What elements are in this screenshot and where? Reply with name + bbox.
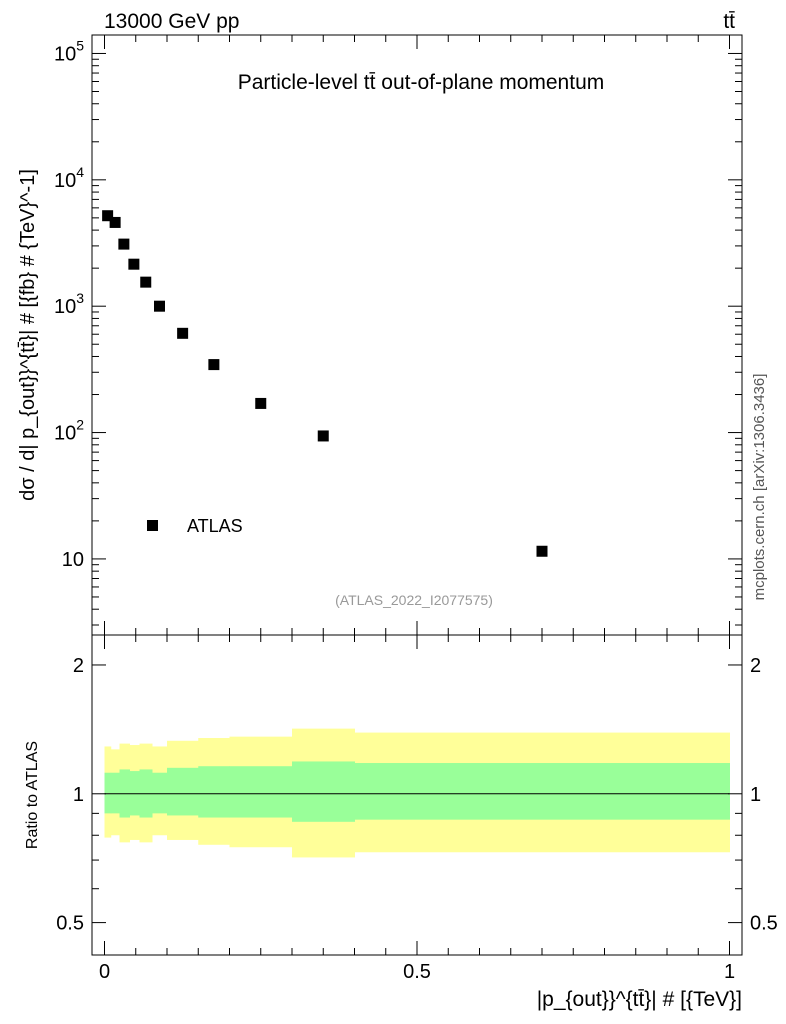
ratio-x-ticks: 0 0.5 1: [99, 635, 735, 983]
ratio-y-ticks: 0.5 0.5 1 1 2 2: [56, 655, 778, 935]
main-y-tick-label: 105: [54, 37, 84, 65]
ratio-y-tick-label-right: 2: [750, 655, 761, 677]
ratio-band-inner: [229, 766, 293, 818]
ratio-band-inner: [104, 772, 112, 814]
ratio-band-inner: [292, 761, 355, 822]
ratio-band-inner: [354, 763, 730, 820]
x-tick-label: 0: [99, 961, 110, 983]
ratio-y-tick-label-right: 1: [750, 784, 761, 806]
watermark: (ATLAS_2022_I2077575): [335, 592, 493, 608]
data-point: [102, 210, 114, 222]
x-axis-label: |p_{out}}^{tt̄}| # [{TeV}]: [537, 988, 742, 1011]
ratio-y-axis-label: Ratio to ATLAS: [24, 741, 41, 849]
main-frame: [91, 34, 743, 636]
main-y-tick-label: 104: [54, 164, 84, 192]
data-points: [102, 210, 548, 557]
data-point: [128, 258, 140, 270]
data-point: [118, 238, 130, 250]
ratio-panel: 0.5 0.51 12 2 0 0.5 1 Ratio to ATLAS |p_{out}…: [24, 634, 778, 1011]
ratio-band-inner: [110, 772, 120, 814]
main-y-tick-label: 10: [62, 549, 84, 571]
legend-label-atlas: ATLAS: [187, 516, 243, 536]
data-point: [317, 430, 329, 442]
data-point: [177, 327, 189, 339]
ratio-y-tick-label: 0.5: [56, 913, 84, 935]
data-point: [255, 397, 267, 409]
ratio-bands: [104, 728, 730, 858]
ratio-band-inner: [152, 772, 168, 814]
data-point: [154, 300, 165, 312]
x-tick-label: 0.5: [403, 961, 431, 983]
main-title: Particle-level tt̄ out-of-plane momentum: [238, 71, 605, 94]
ratio-band-inner: [129, 771, 140, 816]
x-tick-label: 1: [724, 961, 735, 983]
main-y-tick-label: 103: [54, 290, 84, 318]
data-point: [208, 359, 220, 371]
main-panel: 10 102 103 104 105 Particle-level tt̄ out-of…: [17, 34, 743, 636]
header-right: tt̄: [723, 10, 735, 33]
ratio-y-tick-label: 1: [73, 784, 84, 806]
main-y-axis-label: dσ / d| p_{out}}^{tt̄}| # [{fb} # {TeV}^…: [17, 169, 39, 501]
data-point: [536, 545, 548, 557]
ratio-y-tick-label-right: 0.5: [750, 913, 778, 935]
data-point: [140, 276, 152, 288]
side-label: mcplots.cern.ch [arXiv:1306.3436]: [751, 374, 768, 601]
header-left: 13000 GeV pp: [104, 10, 239, 33]
main-x-ticks: [104, 35, 730, 635]
ratio-y-tick-label: 2: [73, 655, 84, 677]
data-point: [109, 216, 121, 228]
main-y-tick-label: 102: [54, 417, 84, 445]
ratio-band-inner: [198, 766, 230, 818]
legend-marker-atlas: [147, 520, 158, 531]
main-y-ticks: 10 102 103 104 105: [54, 37, 742, 626]
ratio-band-inner: [167, 767, 199, 816]
